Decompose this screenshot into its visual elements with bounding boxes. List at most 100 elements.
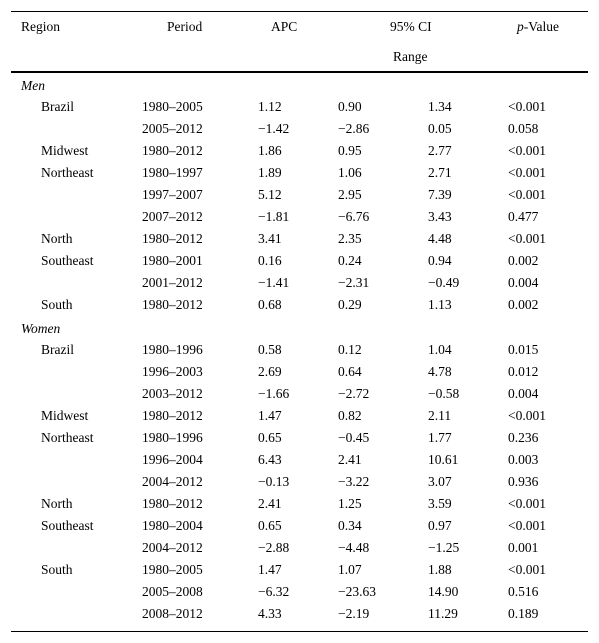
header-italic: p: [517, 19, 524, 34]
table-cell: 1.13: [428, 297, 452, 312]
table-cell: <0.001: [508, 562, 546, 577]
table-cell: 1.07: [338, 562, 362, 577]
table-cell: 1.88: [428, 562, 452, 577]
table-cell: 2.41: [258, 496, 282, 511]
table-cell: 0.97: [428, 518, 452, 533]
table-cell: 0.012: [508, 364, 539, 379]
table-cell: 1.47: [258, 408, 282, 423]
table-cell: 1.06: [338, 165, 362, 180]
region-label: Southeast: [41, 253, 94, 268]
table-cell: 1980–2012: [142, 408, 203, 423]
section-label: Men: [21, 78, 45, 93]
table-cell: 2007–2012: [142, 209, 203, 224]
table-cell: 2004–2012: [142, 474, 203, 489]
table-cell: <0.001: [508, 408, 546, 423]
table-cell: 1996–2004: [142, 452, 203, 467]
table-cell: <0.001: [508, 231, 546, 246]
table-cell: −1.25: [428, 540, 460, 555]
table-cell: 0.34: [338, 518, 362, 533]
header-cell: Range: [393, 49, 428, 64]
table-cell: 1.04: [428, 342, 452, 357]
table-cell: −2.72: [338, 386, 370, 401]
table-cell: −3.22: [338, 474, 370, 489]
table-cell: 1.47: [258, 562, 282, 577]
table-cell: 0.82: [338, 408, 362, 423]
table-cell: 1.25: [338, 496, 362, 511]
table-cell: 0.95: [338, 143, 362, 158]
table-cell: −6.76: [338, 209, 370, 224]
region-label: North: [41, 496, 73, 511]
table-cell: 2001–2012: [142, 275, 203, 290]
table-cell: 1980–2012: [142, 143, 203, 158]
table-cell: <0.001: [508, 496, 546, 511]
table-cell: −1.42: [258, 121, 290, 136]
table-cell: 10.61: [428, 452, 459, 467]
table-cell: 0.003: [508, 452, 539, 467]
table-cell: 0.16: [258, 253, 282, 268]
region-label: Southeast: [41, 518, 94, 533]
table-cell: 3.41: [258, 231, 282, 246]
table-cell: 4.48: [428, 231, 452, 246]
table-cell: 0.002: [508, 253, 539, 268]
table-cell: 1980–2005: [142, 562, 203, 577]
table-cell: 2.35: [338, 231, 362, 246]
table-cell: 0.65: [258, 430, 282, 445]
region-label: South: [41, 562, 73, 577]
table-cell: 1.77: [428, 430, 452, 445]
table-cell: <0.001: [508, 143, 546, 158]
table-cell: 0.516: [508, 584, 539, 599]
header-cell: Region: [21, 19, 60, 34]
table-cell: <0.001: [508, 187, 546, 202]
table-cell: −2.19: [338, 606, 370, 621]
header-rule: [11, 71, 588, 73]
table-cell: 2004–2012: [142, 540, 203, 555]
section-label: Women: [21, 321, 61, 336]
table-cell: −1.81: [258, 209, 290, 224]
table-cell: −2.31: [338, 275, 370, 290]
table-cell: 0.004: [508, 386, 539, 401]
table-cell: 3.59: [428, 496, 452, 511]
table-cell: 2003–2012: [142, 386, 203, 401]
region-label: Midwest: [41, 143, 89, 158]
table-cell: 1997–2007: [142, 187, 203, 202]
header-cell: 95% CI: [390, 19, 432, 34]
table-cell: 2.77: [428, 143, 452, 158]
table-cell: 11.29: [428, 606, 458, 621]
table-cell: 2.95: [338, 187, 362, 202]
table-cell: 1.89: [258, 165, 282, 180]
top-rule: [11, 11, 588, 12]
table-cell: 3.43: [428, 209, 452, 224]
table-cell: 1980–1997: [142, 165, 203, 180]
region-label: Brazil: [41, 342, 74, 357]
table-cell: 0.05: [428, 121, 452, 136]
table-cell: −6.32: [258, 584, 290, 599]
region-label: Midwest: [41, 408, 89, 423]
table-cell: 0.001: [508, 540, 539, 555]
region-label: South: [41, 297, 73, 312]
table-cell: 2.11: [428, 408, 452, 423]
table-cell: 2.41: [338, 452, 362, 467]
table-cell: 0.002: [508, 297, 539, 312]
table-cell: 1996–2003: [142, 364, 203, 379]
table-cell: −0.49: [428, 275, 460, 290]
bottom-rule: [11, 631, 588, 632]
table-cell: 0.90: [338, 99, 362, 114]
table-cell: 2.69: [258, 364, 282, 379]
table-cell: 1980–2005: [142, 99, 203, 114]
table-cell: 6.43: [258, 452, 282, 467]
table-cell: 1980–2012: [142, 297, 203, 312]
table-cell: −1.66: [258, 386, 290, 401]
table-cell: 2008–2012: [142, 606, 203, 621]
table-cell: <0.001: [508, 99, 546, 114]
header-cell: APC: [271, 19, 298, 34]
table-cell: −2.88: [258, 540, 290, 555]
table-cell: −4.48: [338, 540, 370, 555]
table-cell: 0.58: [258, 342, 282, 357]
table-cell: <0.001: [508, 165, 546, 180]
region-label: North: [41, 231, 73, 246]
table-cell: 0.24: [338, 253, 362, 268]
table-cell: 1980–1996: [142, 342, 203, 357]
table-cell: 0.12: [338, 342, 362, 357]
table-cell: 0.65: [258, 518, 282, 533]
